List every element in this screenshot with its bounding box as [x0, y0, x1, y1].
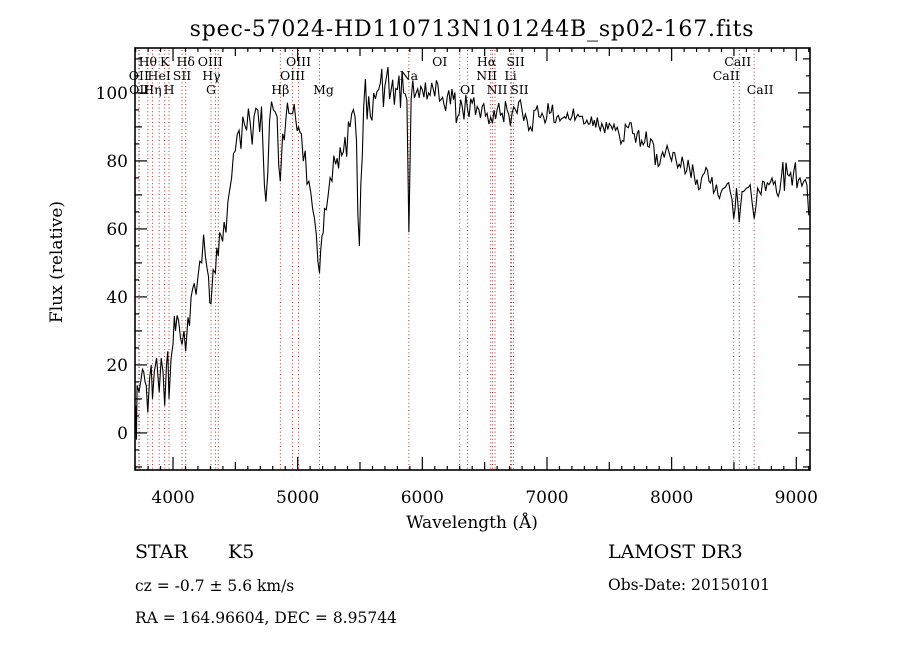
y-tick-label: 100 — [96, 84, 128, 104]
spectral-line-label: OIII — [198, 54, 223, 69]
footer-obs-date: Obs-Date: 20150101 — [608, 576, 770, 594]
x-tick-label: 4000 — [151, 488, 194, 508]
spectral-line-label: H — [164, 82, 175, 97]
spectral-line-label: OI — [460, 82, 475, 97]
plot-frame — [134, 47, 811, 471]
plot-title: spec-57024-HD110713N101244B_sp02-167.fit… — [190, 17, 755, 42]
footer-subclass: K5 — [228, 541, 254, 563]
footer-cz: cz = -0.7 ± 5.6 km/s — [135, 577, 294, 595]
footer-radec: RA = 164.96604, DEC = 8.95744 — [135, 609, 397, 627]
spectral-line-label: HeI — [148, 68, 171, 83]
spectral-line-label: CaII — [747, 82, 774, 97]
spectral-line-label: NII — [476, 68, 497, 83]
spectral-line-label: CaII — [724, 54, 751, 69]
spectral-line-markers — [138, 50, 755, 469]
spectral-line-label: CaII — [713, 68, 740, 83]
x-tick-label: 9000 — [775, 488, 818, 508]
y-tick-label: 0 — [117, 424, 128, 444]
spectral-line-label: OIII — [286, 54, 311, 69]
spectral-line-label: SII — [173, 68, 192, 83]
spectral-line-label: G — [206, 82, 216, 97]
spectral-line-label: OIII — [280, 68, 305, 83]
axis-tick-labels: 4000 5000 6000 7000 8000 9000 0 20 40 60 80 100 — [96, 84, 818, 508]
y-axis-label: Flux (relative) — [47, 201, 67, 323]
x-tick-label: 5000 — [276, 488, 319, 508]
footer-classification: STAR — [135, 541, 188, 563]
x-tick-label: 6000 — [401, 488, 444, 508]
y-tick-label: 60 — [106, 220, 128, 240]
spectral-line-label: SII — [506, 54, 525, 69]
y-tick-label: 20 — [106, 356, 128, 376]
spectral-line-label: NII — [487, 82, 508, 97]
spectral-line-label: Hη — [143, 82, 161, 97]
x-tick-label: 7000 — [525, 488, 568, 508]
spectrum-path — [135, 67, 810, 440]
spectral-line-label: Na — [400, 68, 419, 83]
spectral-line-label: Hδ — [177, 54, 195, 69]
x-tick-label: 8000 — [650, 488, 693, 508]
spectral-line-label: SII — [510, 82, 529, 97]
spectral-line-label: Hγ — [202, 68, 220, 83]
spectral-line-label: Hα — [477, 54, 497, 69]
y-tick-label: 80 — [106, 152, 128, 172]
footer-survey: LAMOST DR3 — [608, 541, 743, 563]
spectral-line-label: K — [160, 54, 170, 69]
spectral-line-label: Hβ — [271, 82, 289, 97]
spectral-line-label: Hθ — [139, 54, 157, 69]
spectral-line-label: Mg — [313, 82, 334, 97]
spectral-line-label: Li — [504, 68, 516, 83]
x-axis-label: Wavelength (Å) — [406, 512, 538, 533]
y-tick-label: 40 — [106, 288, 128, 308]
spectral-line-label: OI — [432, 54, 447, 69]
